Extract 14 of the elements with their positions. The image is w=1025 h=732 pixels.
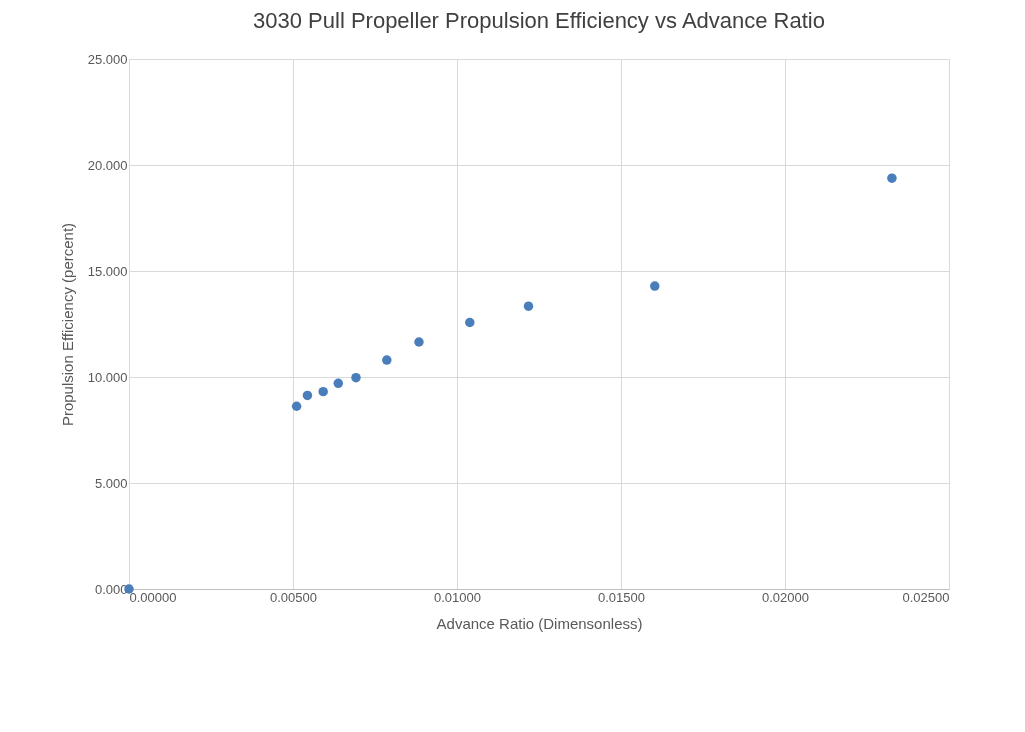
x-tick-label: 0.00500 (270, 589, 317, 605)
x-tick-label: 0.00000 (129, 589, 177, 605)
y-axis-title: Propulsion Efficiency (percent) (58, 222, 76, 427)
y-tick-label: 15.000 (87, 263, 128, 279)
x-tick-label: 0.01500 (598, 589, 645, 605)
y-tick-label: 20.000 (87, 157, 128, 173)
x-tick-label: 0.02000 (762, 589, 809, 605)
y-tick-label: 5.000 (94, 475, 128, 491)
x-axis-title: Advance Ratio (Dimensonless) (436, 614, 643, 632)
y-tick-label: 10.000 (87, 369, 128, 385)
chart-title: 3030 Pull Propeller Propulsion Efficiency vs Advance Ratio (253, 8, 825, 33)
x-tick-label: 0.01000 (434, 589, 481, 605)
y-tick-label: 25.000 (87, 51, 128, 67)
x-tick-label: 0.02500 (902, 589, 950, 605)
